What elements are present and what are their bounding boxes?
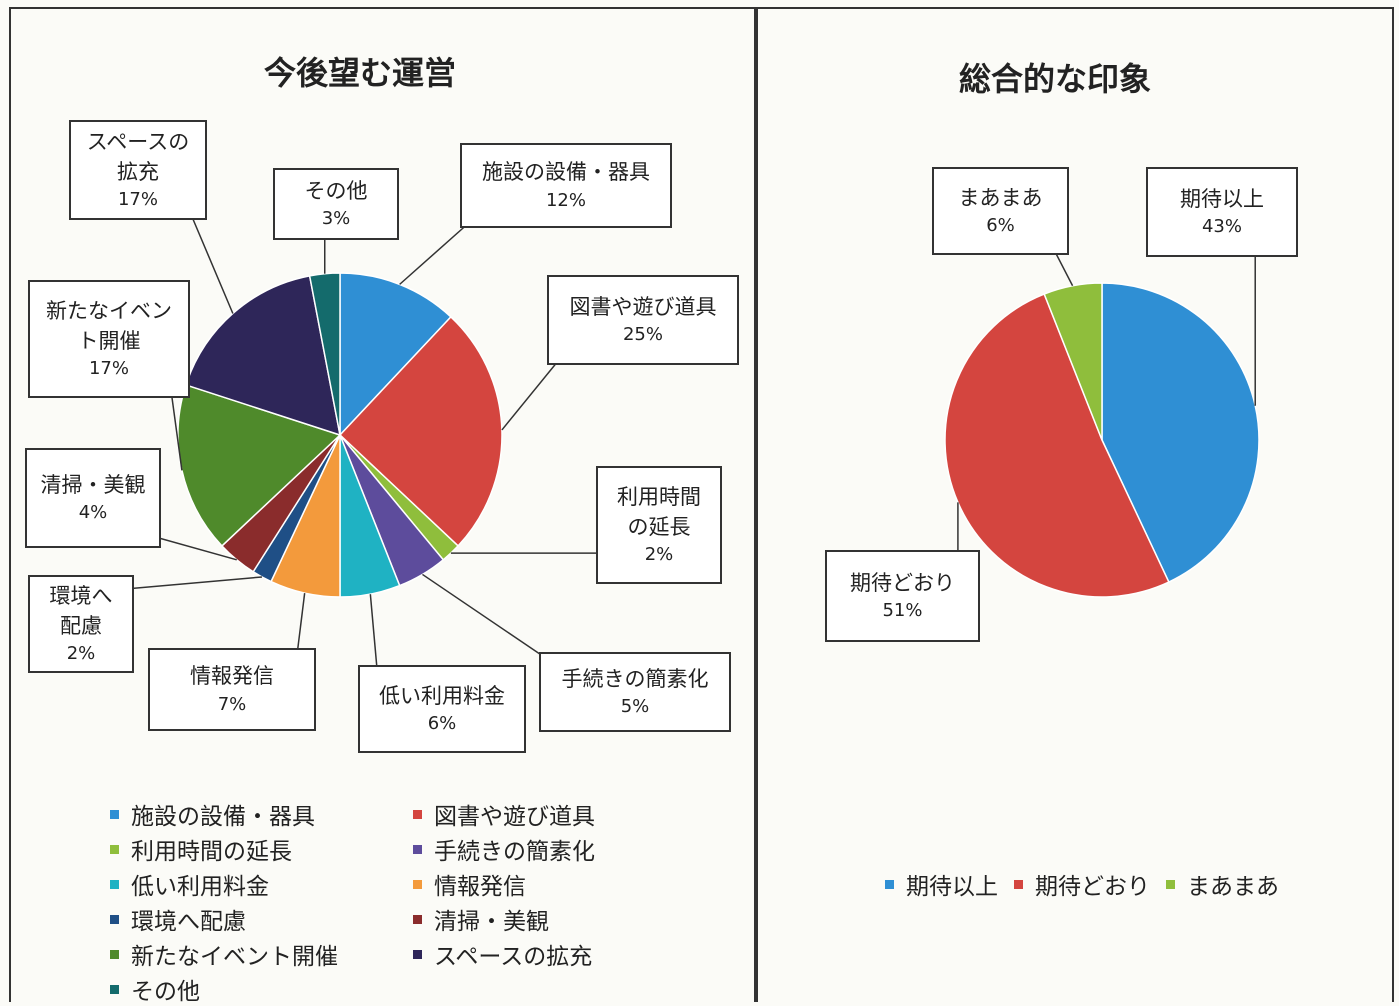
data-label-value: 25% <box>622 324 663 346</box>
legend-label: スペースの拡充 <box>434 944 593 970</box>
data-label-box: まあまあ 6% <box>932 167 1069 255</box>
legend-label: その他 <box>131 979 200 1005</box>
data-label-value: 12% <box>545 189 586 211</box>
legend-swatch <box>110 984 119 994</box>
data-label-box: 環境へ配慮 2% <box>28 575 134 673</box>
data-label-box: 情報発信 7% <box>148 648 316 731</box>
data-label-box: 手続きの簡素化 5% <box>539 652 731 732</box>
data-label-value: 17% <box>117 189 158 211</box>
data-label-category: 低い利用料金 <box>379 683 505 708</box>
data-label-box: 図書や遊び道具 25% <box>547 275 739 365</box>
data-label-value: 51% <box>882 600 923 622</box>
legend-label: 施設の設備・器具 <box>131 804 315 830</box>
data-label-box: 期待どおり 51% <box>825 550 980 642</box>
legend-item: 期待以上 <box>885 867 998 901</box>
data-label-category: スペースの拡充 <box>86 129 190 184</box>
pie-slice <box>944 293 1170 598</box>
legend-item: 施設の設備・器具 <box>110 797 315 831</box>
data-label-value: 2% <box>644 544 674 566</box>
legend-item: 環境へ配慮 <box>110 902 246 936</box>
legend-item: 手続きの簡素化 <box>413 832 595 866</box>
pie-slice <box>1101 282 1260 584</box>
data-label-category: 期待以上 <box>1180 186 1264 211</box>
legend-label: 環境へ配慮 <box>131 909 246 935</box>
data-label-category: 利用時間の延長 <box>617 484 701 539</box>
legend-item: まあまあ <box>1166 867 1279 901</box>
legend-item: 利用時間の延長 <box>110 832 292 866</box>
legend-label: 図書や遊び道具 <box>434 804 595 830</box>
data-label-value: 6% <box>986 215 1015 237</box>
legend-swatch <box>413 844 422 854</box>
leader-line <box>186 204 234 314</box>
chart-title: 総合的な印象 <box>958 60 1152 98</box>
legend-swatch <box>110 844 119 854</box>
data-label-box: 清掃・美観 4% <box>25 448 161 548</box>
data-label-value: 43% <box>1201 216 1242 238</box>
legend-label: 新たなイベント開催 <box>131 944 338 970</box>
chart-title: 今後望む運営 <box>263 54 457 92</box>
legend-swatch <box>1166 879 1175 889</box>
pie-slice <box>184 274 341 437</box>
legend-swatch <box>110 914 119 924</box>
data-label-category: 清掃・美観 <box>40 472 146 497</box>
legend-swatch <box>885 879 894 889</box>
legend: 期待以上 期待どおり まあまあ <box>885 867 1295 901</box>
panel <box>9 7 756 1002</box>
legend-item: 清掃・美観 <box>413 902 549 936</box>
leader-line <box>422 573 560 668</box>
legend-swatch <box>110 879 119 889</box>
data-label-value: 5% <box>620 696 650 718</box>
data-label-box: 新たなイベント開催 17% <box>28 280 190 398</box>
data-label-category: 期待どおり <box>850 570 955 595</box>
legend-swatch <box>1014 879 1023 889</box>
data-label-category: 環境へ配慮 <box>49 583 113 638</box>
legend-item: スペースの拡充 <box>413 937 592 971</box>
data-label-box: スペースの拡充 17% <box>69 120 207 220</box>
legend-swatch <box>413 914 422 924</box>
data-label-value: 17% <box>88 358 129 380</box>
legend-label: 期待どおり <box>1035 874 1150 900</box>
data-label-box: その他 3% <box>273 168 399 240</box>
legend-item: 低い利用料金 <box>110 867 269 901</box>
legend-item: 情報発信 <box>413 867 526 901</box>
data-label-value: 3% <box>321 208 351 230</box>
data-label-category: 新たなイベント開催 <box>46 298 172 353</box>
legend-label: 利用時間の延長 <box>131 839 292 865</box>
legend-swatch <box>110 809 119 819</box>
legend-item: 期待どおり <box>1014 867 1150 901</box>
legend-item: その他 <box>110 972 200 1006</box>
legend-label: 低い利用料金 <box>131 874 269 900</box>
legend-swatch <box>413 879 422 889</box>
data-label-box: 施設の設備・器具 12% <box>460 143 672 228</box>
data-label-category: 図書や遊び道具 <box>569 294 717 319</box>
data-label-category: その他 <box>304 178 368 203</box>
legend-swatch <box>110 949 119 959</box>
legend-swatch <box>413 949 422 959</box>
data-label-value: 2% <box>66 643 96 665</box>
data-label-category: 情報発信 <box>190 664 274 689</box>
legend-label: まあまあ <box>1187 874 1279 900</box>
legend-item: 新たなイベント開催 <box>110 937 338 971</box>
data-label-category: 手続きの簡素化 <box>561 666 709 691</box>
leader-line <box>113 576 263 591</box>
data-label-value: 4% <box>78 502 108 524</box>
panel <box>756 7 1394 1002</box>
legend-label: 手続きの簡素化 <box>434 839 595 865</box>
data-label-box: 期待以上 43% <box>1146 167 1298 257</box>
data-label-box: 低い利用料金 6% <box>358 665 526 753</box>
legend-swatch <box>413 809 422 819</box>
data-label-value: 7% <box>217 693 247 715</box>
data-label-category: 施設の設備・器具 <box>482 160 650 185</box>
legend-label: 期待以上 <box>906 874 998 900</box>
data-label-category: まあまあ <box>958 185 1043 210</box>
data-label-box: 利用時間の延長 2% <box>596 466 722 584</box>
legend-label: 情報発信 <box>434 874 526 900</box>
data-label-value: 6% <box>427 713 457 735</box>
legend-label: 清掃・美観 <box>434 909 549 935</box>
legend-item: 図書や遊び道具 <box>413 797 595 831</box>
